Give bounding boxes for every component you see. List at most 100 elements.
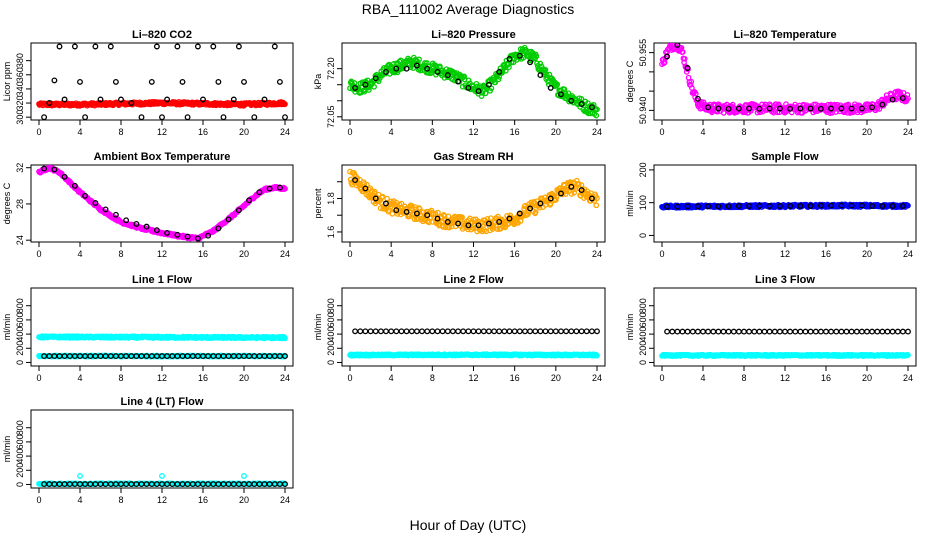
data-point xyxy=(205,232,212,239)
y-tick-label: 24 xyxy=(15,235,25,245)
data-point xyxy=(424,65,431,72)
data-point xyxy=(215,78,222,85)
data-point xyxy=(92,200,99,206)
minute-point xyxy=(688,78,695,85)
data-point xyxy=(848,105,855,112)
data-point xyxy=(573,328,580,335)
data-point xyxy=(838,202,845,209)
x-tick-label: 16 xyxy=(510,127,520,137)
data-point xyxy=(833,328,840,335)
x-tick-label: 4 xyxy=(700,373,705,383)
data-point xyxy=(563,328,570,335)
data-point xyxy=(694,328,701,335)
data-point xyxy=(583,328,590,335)
chart-marks xyxy=(36,165,288,242)
series-minute-average-a xyxy=(36,333,288,342)
data-point xyxy=(164,96,171,103)
x-tick-label: 20 xyxy=(862,127,872,137)
data-point xyxy=(542,328,549,335)
data-point xyxy=(751,328,758,335)
data-point xyxy=(41,114,48,120)
data-point xyxy=(241,472,247,479)
x-tick-label: 16 xyxy=(821,373,831,383)
data-point xyxy=(782,328,788,335)
x-tick-label: 0 xyxy=(36,373,41,383)
data-point xyxy=(413,210,420,217)
data-point xyxy=(413,328,420,335)
y-tick-label: 200 xyxy=(326,341,336,356)
data-point xyxy=(46,100,53,106)
data-point xyxy=(460,328,467,335)
data-point xyxy=(527,205,534,212)
chart-title: Line 2 Flow xyxy=(444,274,504,286)
data-point xyxy=(771,328,778,335)
data-point xyxy=(123,217,130,224)
minute-point xyxy=(282,101,288,107)
x-tick-label: 24 xyxy=(903,127,913,137)
data-point xyxy=(547,195,554,202)
x-tick-label: 24 xyxy=(280,249,290,259)
y-tick-label: 200 xyxy=(638,162,648,177)
data-point xyxy=(51,77,58,84)
minute-point xyxy=(459,214,465,221)
data-point xyxy=(352,328,359,335)
y-tick-label: 32 xyxy=(15,163,25,173)
data-point xyxy=(568,97,575,104)
x-tick-label: 24 xyxy=(280,495,290,505)
x-tick-label: 4 xyxy=(389,249,394,259)
data-point xyxy=(357,328,364,335)
data-point xyxy=(776,203,783,209)
minute-point xyxy=(681,55,688,62)
data-point xyxy=(684,65,691,71)
x-tick-label: 12 xyxy=(468,127,478,137)
data-point xyxy=(558,190,564,197)
data-point xyxy=(756,105,763,112)
data-point xyxy=(235,43,242,50)
x-tick-label: 12 xyxy=(157,495,167,505)
x-tick-label: 16 xyxy=(198,127,208,137)
data-point xyxy=(858,328,865,335)
data-point xyxy=(362,81,369,88)
x-tick-label: 4 xyxy=(700,127,705,137)
x-tick-label: 8 xyxy=(118,249,123,259)
chart-title: Li–820 CO2 xyxy=(132,29,192,41)
x-tick-label: 4 xyxy=(700,249,705,259)
data-point xyxy=(537,72,544,79)
chart-title: Li–820 Temperature xyxy=(733,29,836,41)
y-tick-label: 340 xyxy=(15,81,25,96)
chart-marks xyxy=(659,328,911,359)
y-tick-label: 0 xyxy=(638,233,648,238)
y-tick-label: 0 xyxy=(326,360,336,365)
page-x-axis-label: Hour of Day (UTC) xyxy=(409,517,527,533)
data-point xyxy=(684,328,691,335)
data-point xyxy=(674,203,681,210)
data-point xyxy=(61,96,68,103)
data-point xyxy=(705,104,712,111)
data-point xyxy=(246,197,253,204)
y-tick-label: 600 xyxy=(638,312,648,327)
data-point xyxy=(241,78,247,85)
minute-point xyxy=(876,106,883,112)
data-point xyxy=(496,68,503,75)
data-point xyxy=(424,212,431,219)
data-point xyxy=(568,328,575,335)
data-point xyxy=(725,328,732,335)
data-point xyxy=(776,105,783,112)
x-tick-label: 16 xyxy=(821,249,831,259)
series-minute-average xyxy=(36,98,288,109)
data-point xyxy=(889,96,896,103)
data-point xyxy=(889,203,896,209)
y-tick-label: 200 xyxy=(15,463,25,478)
x-tick-label: 20 xyxy=(239,373,249,383)
minute-point xyxy=(534,60,540,67)
minute-point xyxy=(554,81,561,88)
chart-marks xyxy=(659,43,911,116)
data-point xyxy=(496,218,503,225)
data-point xyxy=(746,203,753,209)
data-point xyxy=(225,216,232,223)
data-point xyxy=(807,105,814,112)
y-tick-label: 600 xyxy=(15,434,25,449)
data-point xyxy=(429,328,436,335)
data-point xyxy=(118,96,124,103)
